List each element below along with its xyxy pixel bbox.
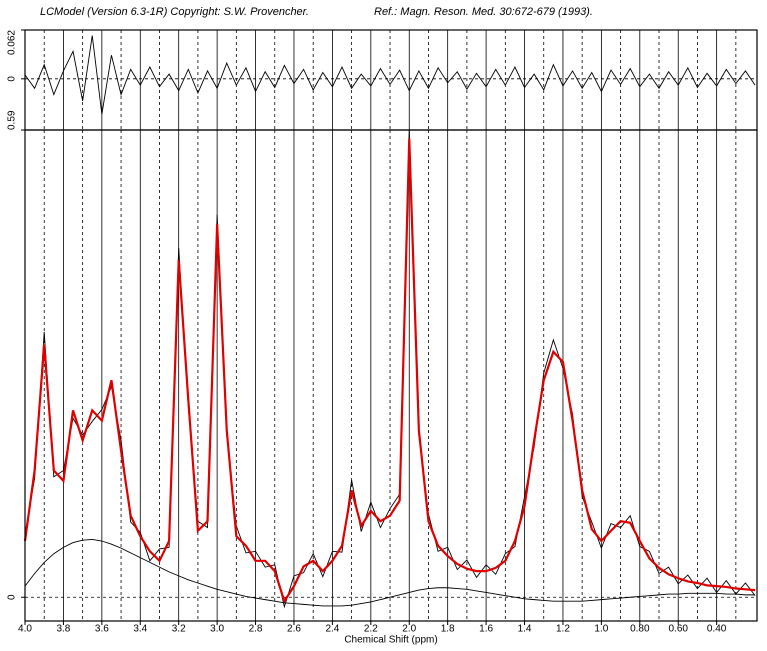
data-line (24, 129, 756, 609)
x-tick-label: 3.0 (210, 624, 224, 635)
y-tick-label: 0.062 (7, 30, 18, 55)
data-line (24, 35, 756, 115)
data-line (24, 538, 756, 607)
x-tick-label: 2.8 (249, 624, 263, 635)
header-left: LCModel (Version 6.3-1R) Copyright: S.W.… (40, 6, 309, 18)
header-right: Ref.: Magn. Reson. Med. 30:672-679 (1993… (374, 6, 593, 18)
x-axis-label: Chemical Shift (ppm) (344, 635, 437, 646)
x-tick-label: 1.2 (556, 624, 570, 635)
x-tick-label: 1.8 (441, 624, 455, 635)
data-line (23, 138, 756, 604)
x-tick-label: 1.6 (479, 624, 493, 635)
x-tick-label: 3.4 (133, 624, 147, 635)
x-tick-label: 0.40 (707, 624, 727, 635)
x-tick-label: 3.2 (172, 624, 186, 635)
x-tick-label: 3.8 (56, 624, 70, 635)
x-tick-label: 4.0 (18, 624, 32, 635)
x-tick-label: 2.2 (364, 624, 378, 635)
x-tick-label: 3.6 (95, 624, 109, 635)
x-tick-label: 0.80 (630, 624, 650, 635)
y-tick-label: 0.59 (7, 110, 18, 130)
x-tick-label: 1.0 (594, 624, 608, 635)
y-tick-label: 0 (7, 594, 18, 600)
plot-frame (24, 129, 758, 622)
x-tick-label: 1.4 (518, 624, 532, 635)
x-tick-label: 2.6 (287, 624, 301, 635)
x-tick-label: 0.60 (668, 624, 688, 635)
x-tick-label: 2.4 (325, 624, 339, 635)
x-tick-label: 2.0 (402, 624, 416, 635)
y-tick-label: 0 (7, 76, 18, 82)
